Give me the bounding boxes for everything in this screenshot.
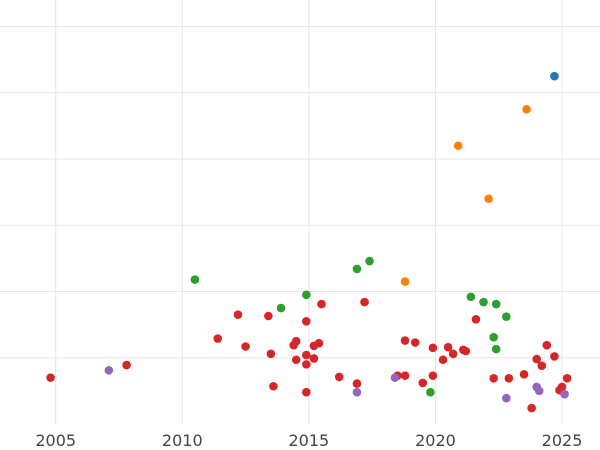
data-point (527, 403, 536, 413)
data-point (302, 360, 311, 369)
data-point (302, 290, 311, 300)
data-point (519, 370, 529, 379)
data-point (317, 299, 326, 309)
data-point (471, 315, 481, 324)
data-point (46, 373, 55, 382)
x-tick-label-2010: 2010 (162, 431, 203, 450)
data-point (560, 389, 569, 399)
data-point (522, 105, 531, 114)
data-point (360, 297, 369, 307)
data-point (190, 275, 200, 284)
data-point (443, 342, 453, 352)
data-point (550, 352, 559, 361)
data-point (410, 338, 420, 347)
data-point (448, 349, 458, 359)
data-point (291, 355, 301, 365)
data-point (266, 349, 276, 359)
x-tick-label-2025: 2025 (542, 431, 583, 450)
data-point (504, 373, 514, 383)
data-point (491, 299, 501, 309)
data-point (291, 336, 301, 346)
data-point (302, 317, 311, 326)
data-point (426, 387, 435, 397)
data-point (479, 297, 488, 307)
x-tick-label-2020: 2020 (415, 431, 456, 450)
data-point (461, 346, 471, 356)
data-point (276, 303, 286, 313)
data-point (502, 312, 511, 321)
data-point (241, 342, 250, 351)
data-point (428, 343, 438, 353)
data-points (46, 71, 572, 413)
data-point (352, 379, 362, 388)
data-point (269, 381, 278, 391)
data-point (532, 354, 542, 364)
data-point (352, 264, 362, 274)
data-point (309, 354, 319, 363)
data-point (453, 141, 463, 151)
data-point (466, 292, 476, 302)
data-point (489, 332, 498, 342)
data-point (438, 355, 448, 365)
data-point (264, 311, 273, 321)
data-point (542, 340, 552, 350)
x-tick-label-2005: 2005 (35, 431, 76, 450)
data-point (334, 372, 344, 382)
data-point (400, 371, 410, 380)
data-point (302, 350, 311, 360)
data-point (365, 256, 374, 266)
data-point (352, 387, 362, 397)
data-point (390, 373, 400, 382)
data-point (213, 334, 223, 343)
data-point (314, 338, 324, 348)
data-point (233, 310, 243, 319)
data-point (489, 373, 498, 383)
data-point (502, 393, 511, 403)
data-point (484, 194, 493, 204)
x-axis-tick-labels: 2005 2010 2015 2020 2025 (35, 431, 582, 450)
data-point (122, 360, 131, 370)
data-point (400, 336, 410, 345)
x-tick-label-2015: 2015 (289, 431, 330, 450)
data-point (418, 378, 428, 388)
data-point (104, 366, 114, 375)
data-point (400, 277, 410, 286)
data-point (557, 382, 567, 392)
data-point (491, 344, 501, 354)
data-point (550, 71, 559, 81)
data-point (302, 387, 311, 397)
data-point (537, 361, 547, 371)
data-point (428, 371, 438, 380)
data-point (562, 373, 572, 383)
data-point (534, 386, 544, 396)
